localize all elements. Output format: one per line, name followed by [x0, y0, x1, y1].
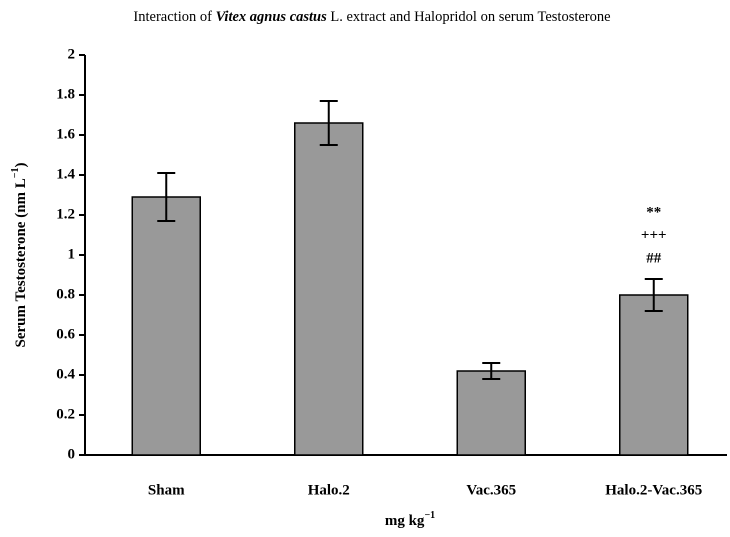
bar [456, 370, 526, 456]
title-part: Interaction of [133, 9, 215, 25]
label-part: −1 [424, 510, 435, 521]
y-tick-label: 1.6 [56, 126, 75, 142]
y-tick-label: 1.4 [56, 166, 75, 182]
title-part: L. extract and Halopridol on serum Testo… [327, 9, 611, 25]
x-axis-label: mg kg−1 [385, 510, 435, 529]
y-axis-label: Serum Testosterone (nm L−1) [10, 162, 29, 347]
y-tick-label: 1.2 [56, 206, 75, 222]
bar [619, 294, 689, 456]
bar [131, 196, 201, 456]
x-tick-label: Sham [148, 482, 185, 498]
y-tick-label: 0 [68, 446, 76, 462]
y-tick-label: 0.6 [56, 326, 75, 342]
y-tick-label: 0.4 [56, 366, 75, 382]
x-tick-label: Halo.2 [308, 482, 350, 498]
x-tick-label: Vac.365 [466, 482, 516, 498]
significance-annotation: +++ [641, 227, 667, 243]
x-tick-label: Halo.2-Vac.365 [605, 482, 702, 498]
chart-title: Interaction of Vitex agnus castus L. ext… [133, 9, 610, 25]
y-tick-label: 0.8 [56, 286, 75, 302]
significance-annotation: ## [646, 250, 662, 266]
title-part: Vitex agnus castus [216, 9, 328, 25]
label-part: ) [13, 162, 29, 167]
y-tick-label: 1.8 [56, 86, 75, 102]
y-tick-label: 0.2 [56, 406, 75, 422]
label-part: Serum Testosterone (nm L [13, 178, 29, 347]
label-part: −1 [10, 167, 21, 178]
bar [294, 122, 364, 456]
significance-annotation: ** [646, 204, 661, 220]
y-tick-label: 2 [68, 46, 76, 62]
label-part: mg kg [385, 513, 425, 529]
y-tick-label: 1 [68, 246, 76, 262]
